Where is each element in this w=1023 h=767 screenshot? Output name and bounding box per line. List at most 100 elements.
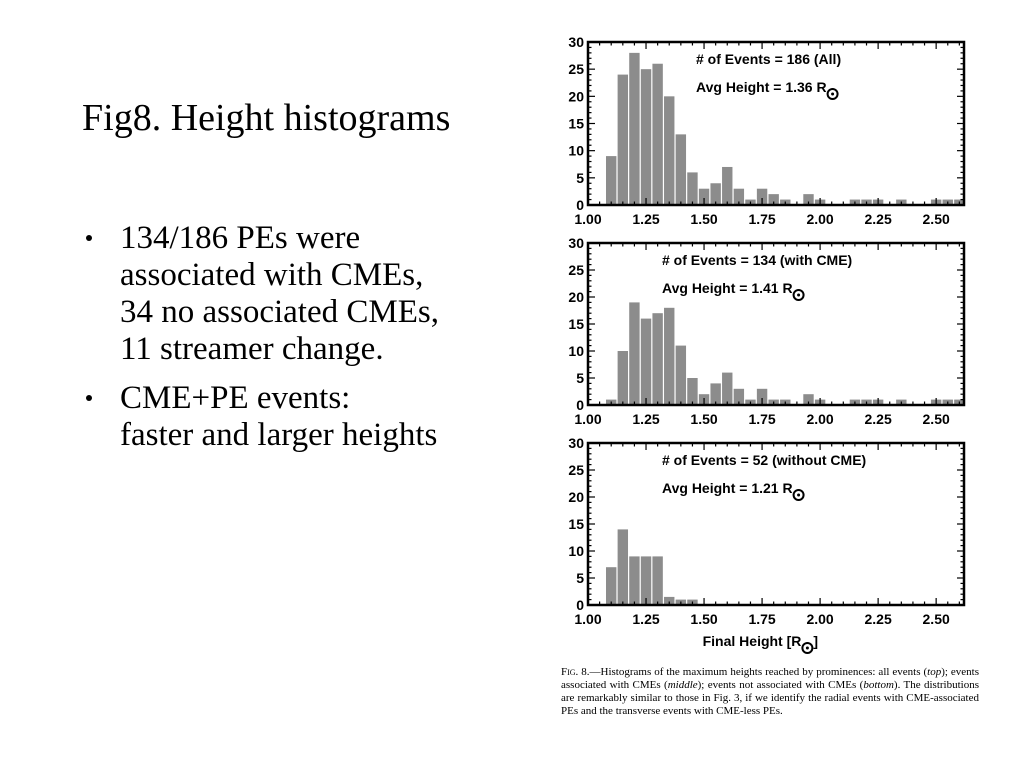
y-tick-label: 15 <box>568 316 584 332</box>
caption-text: ); events not associated with CMEs ( <box>697 679 864 691</box>
caption-text: middle <box>667 679 698 691</box>
slide-title: Fig8. Height histograms <box>82 97 451 139</box>
histogram-bar <box>664 307 675 405</box>
x-tick-label: 2.25 <box>864 211 891 227</box>
x-tick-label: 2.25 <box>864 611 891 627</box>
sun-symbol-icon-dot <box>805 646 809 650</box>
y-tick-label: 20 <box>568 88 584 104</box>
sun-symbol-icon-dot <box>797 493 801 497</box>
avg-height-annotation: Avg Height = 1.36 R <box>696 79 827 95</box>
histogram-bar <box>629 52 640 205</box>
x-tick-label: 1.75 <box>748 611 775 627</box>
y-tick-label: 10 <box>568 543 584 559</box>
caption-text: ). The distributions are remarkably simi… <box>561 679 979 717</box>
sun-symbol-icon <box>826 88 839 100</box>
histogram-bar <box>756 388 768 405</box>
bullet-line: CME+PE events: <box>120 380 351 416</box>
histogram-bar <box>664 596 675 605</box>
bullet-list: 134/186 PEs were associated with CMEs, 3… <box>86 220 536 466</box>
x-tick-label: 1.00 <box>574 611 601 627</box>
caption-text: top <box>927 666 942 678</box>
histogram-bar <box>756 188 768 205</box>
histogram-bar <box>675 134 687 205</box>
avg-height-annotation: Avg Height = 1.41 R <box>662 280 793 296</box>
histogram-bar <box>640 69 652 205</box>
y-tick-label: 15 <box>568 516 584 532</box>
histogram-bar <box>664 96 675 205</box>
histogram-bar <box>733 388 745 405</box>
caption-label: Fig. 8. <box>561 666 590 678</box>
event-count-annotation: # of Events = 52 (without CME) <box>662 452 866 468</box>
height-histograms-figure: 0 5 10 15 20 25 30 1.00 1.25 1.50 1.75 2.00 2.25 2.50… <box>568 34 966 654</box>
histogram-bar <box>675 345 687 405</box>
histogram-bar <box>722 372 733 405</box>
y-tick-label: 10 <box>568 143 584 159</box>
bullet-line: 134/186 PEs were <box>120 220 361 256</box>
histogram-bar <box>617 74 629 205</box>
x-tick-label: 1.25 <box>632 611 659 627</box>
y-tick-label: 20 <box>568 289 584 305</box>
histogram-bar <box>652 313 663 405</box>
caption-text: —Histograms of the maximum heights reach… <box>589 666 928 678</box>
histogram-bar <box>606 567 617 605</box>
histogram-panel-3: 0 5 10 15 20 25 30 1.00 1.25 1.50 1.75 2.00 2.25 2.50… <box>568 435 966 654</box>
y-tick-label: 10 <box>568 343 584 359</box>
sun-symbol-icon <box>792 289 805 301</box>
caption-text: bottom <box>863 679 894 691</box>
histogram-bar <box>629 556 640 605</box>
histogram-bar <box>640 556 652 605</box>
x-tick-label: 1.50 <box>690 211 717 227</box>
histogram-bar <box>768 194 779 205</box>
x-tick-label: 1.25 <box>632 411 659 427</box>
sun-symbol-icon-dot <box>831 92 835 96</box>
histogram-bar <box>652 556 663 605</box>
avg-height-annotation: Avg Height = 1.21 R <box>662 480 793 496</box>
x-tick-label: 1.00 <box>574 211 601 227</box>
x-tick-label: 2.00 <box>806 411 833 427</box>
bullet-line: faster and larger heights <box>120 417 438 453</box>
x-tick-label: 2.50 <box>923 611 950 627</box>
histogram-bar <box>722 166 733 205</box>
histogram-bar <box>617 529 629 605</box>
y-tick-label: 25 <box>568 462 584 478</box>
histogram-bar <box>617 351 629 405</box>
y-tick-label: 25 <box>568 61 584 77</box>
histogram-bar <box>640 318 652 405</box>
histogram-bar <box>710 183 721 205</box>
x-axis-label: Final Height [R <box>703 633 802 649</box>
x-tick-label: 2.00 <box>806 211 833 227</box>
sun-symbol-icon <box>792 489 805 501</box>
y-tick-label: 30 <box>568 235 584 251</box>
x-tick-label: 1.75 <box>748 211 775 227</box>
bullet-line: associated with CMEs, <box>120 257 424 293</box>
histogram-panel-1: 0 5 10 15 20 25 30 1.00 1.25 1.50 1.75 2.00 2.25 2.50… <box>568 34 966 227</box>
figure-caption: Fig. 8.—Histograms of the maximum height… <box>561 666 979 718</box>
histogram-bar <box>687 378 698 405</box>
y-tick-label: 0 <box>576 197 584 213</box>
histogram-bar <box>803 194 814 205</box>
bullet-line: 11 streamer change. <box>120 331 384 367</box>
event-count-annotation: # of Events = 186 (All) <box>696 51 841 67</box>
x-tick-label: 2.25 <box>864 411 891 427</box>
x-tick-label: 1.50 <box>690 411 717 427</box>
y-tick-label: 5 <box>576 570 584 586</box>
x-tick-label: 2.50 <box>923 411 950 427</box>
histogram-bar <box>687 172 698 205</box>
histogram-bar <box>733 188 745 205</box>
sun-symbol-icon <box>801 642 814 654</box>
histogram-bar <box>803 394 814 405</box>
bullet-dot-icon <box>86 395 92 401</box>
histogram-bar <box>710 383 721 405</box>
x-tick-label: 2.00 <box>806 611 833 627</box>
x-axis-label-bracket: ] <box>813 633 818 649</box>
x-tick-label: 2.50 <box>923 211 950 227</box>
histogram-bar <box>698 188 710 205</box>
x-tick-label: 1.50 <box>690 611 717 627</box>
bullet-dot-icon <box>86 235 92 241</box>
histogram-bar <box>652 63 663 205</box>
bullet-line: 34 no associated CMEs, <box>120 294 439 330</box>
histogram-bar <box>629 302 640 405</box>
x-tick-label: 1.25 <box>632 211 659 227</box>
caption-text: ); events associated with CMEs ( <box>561 666 979 691</box>
x-tick-label: 1.00 <box>574 411 601 427</box>
